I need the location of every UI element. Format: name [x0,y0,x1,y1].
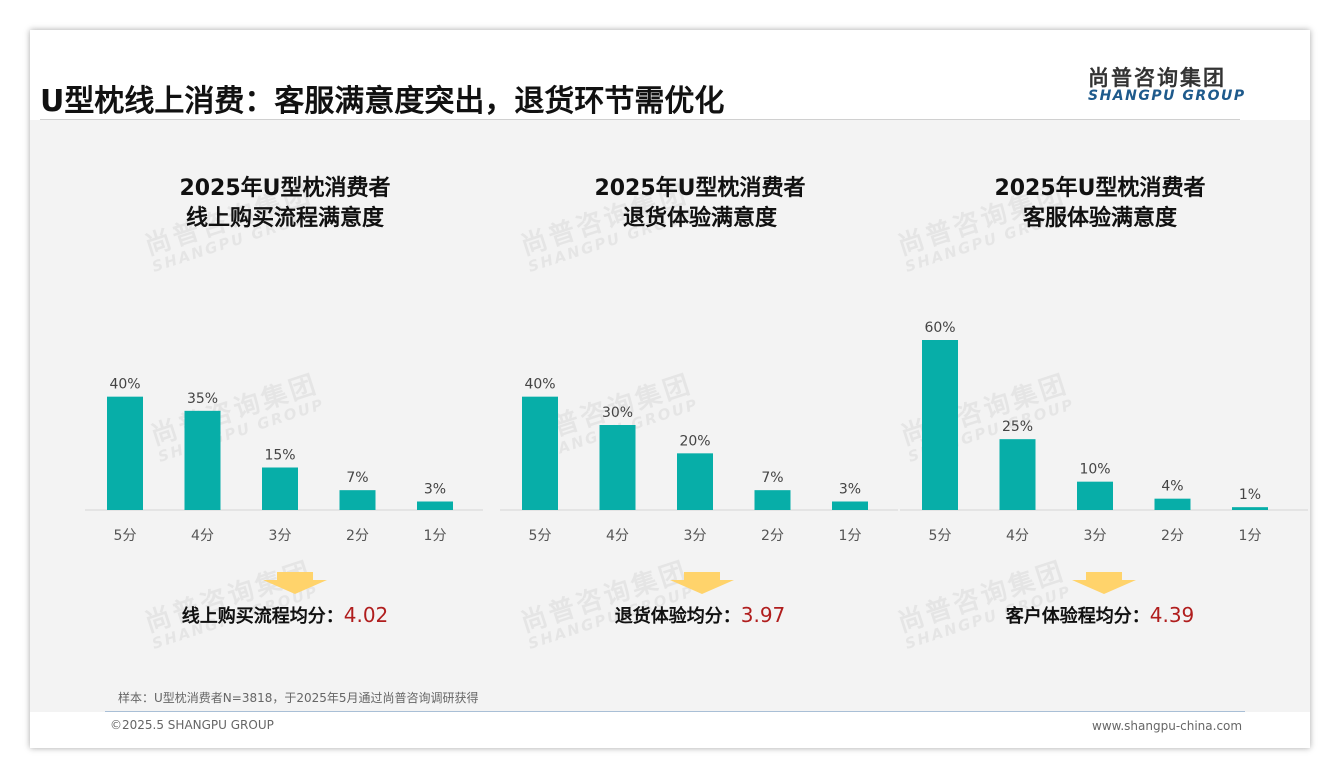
category-label: 3分 [684,528,707,544]
data-label: 25% [1002,419,1033,435]
category-label: 4分 [606,528,629,544]
average-score-value: 4.39 [1149,603,1195,627]
footer-divider [105,711,1245,712]
bar-chart-online-purchase: 40% 5分 35% 4分 15% 3分 7% 2分 3% 1分 [85,377,483,544]
bar-2 [184,410,221,510]
bar-4 [754,490,791,510]
category-label: 1分 [839,528,862,544]
bar-3 [677,453,713,510]
category-label: 2分 [761,528,784,544]
footer [30,712,1310,748]
average-score-label: 线上购买流程均分： [181,606,344,627]
average-score-label: 退货体验均分： [614,606,741,627]
panel-return: 2025年U型枕消费者 退货体验满意度 40% 5分 30% 4分 20% 3分 7% 2分 3… [500,170,900,680]
panel-title: 2025年U型枕消费者 退货体验满意度 [594,176,806,231]
data-label: 20% [679,433,710,449]
data-label: 10% [1079,462,1110,478]
data-label: 7% [761,470,783,486]
page-title: U型枕线上消费：客服满意度突出，退货环节需优化 [40,84,725,119]
data-label: 7% [346,470,368,486]
logo-text-en: SHANGPU GROUP [1088,88,1246,104]
data-label: 3% [839,482,861,498]
bar-2 [599,425,636,510]
data-label: 40% [524,377,555,393]
bar-5 [1232,507,1268,510]
average-score-value: 4.02 [343,603,389,627]
data-label: 3% [424,482,446,498]
panel-online-purchase: 2025年U型枕消费者 线上购买流程满意度 40% 5分 35% 4分 15% 3分 7% 2… [85,170,485,680]
bar-1 [522,396,558,510]
bar-chart-return: 40% 5分 30% 4分 20% 3分 7% 2分 3% 1分 [500,377,898,544]
average-score: 客户体验程均分：4.39 [900,602,1300,628]
category-label: 3分 [1084,528,1107,544]
data-label: 40% [109,377,140,393]
bar-2 [999,439,1036,510]
bar-4 [1154,498,1191,510]
average-score-value: 3.97 [740,603,786,627]
data-label: 35% [187,391,218,407]
sample-note: 样本：U型枕消费者N=3818，于2025年5月通过尚普咨询调研获得 [118,691,479,705]
panel-customer-service: 2025年U型枕消费者 客服体验满意度 60% 5分 25% 4分 10% 3分 4% 2分 1… [900,170,1308,680]
data-label: 15% [264,448,295,464]
category-label: 5分 [529,528,552,544]
bar-3 [1077,481,1113,510]
category-label: 4分 [191,528,214,544]
down-arrow-icon [263,572,327,594]
data-label: 60% [924,320,955,336]
panel-title: 2025年U型枕消费者 客服体验满意度 [994,176,1206,231]
bar-4 [339,490,376,510]
average-score: 线上购买流程均分：4.02 [85,602,485,628]
bar-3 [262,467,298,510]
average-score-label: 客户体验程均分： [1005,606,1150,627]
logo-text-cn: 尚普咨询集团 [1088,66,1226,90]
website: www.shangpu-china.com [1092,719,1243,733]
average-score: 退货体验均分：3.97 [500,602,900,628]
panel-title: 2025年U型枕消费者 线上购买流程满意度 [179,176,391,231]
data-label: 4% [1161,479,1183,495]
header-divider [40,119,1240,120]
data-label: 30% [602,405,633,421]
category-label: 3分 [269,528,292,544]
bar-chart-customer-service: 60% 5分 25% 4分 10% 3分 4% 2分 1% 1分 [900,320,1308,544]
category-label: 4分 [1006,528,1029,544]
copyright: ©2025.5 SHANGPU GROUP [110,718,274,732]
bar-5 [417,501,453,510]
category-label: 1分 [1239,528,1262,544]
category-label: 2分 [1161,528,1184,544]
bar-1 [922,340,958,510]
bar-1 [107,396,143,510]
down-arrow-icon [1072,572,1136,594]
bar-5 [832,501,868,510]
category-label: 5分 [114,528,137,544]
category-label: 5分 [929,528,952,544]
category-label: 1分 [424,528,447,544]
down-arrow-icon [670,572,734,594]
category-label: 2分 [346,528,369,544]
header: U型枕线上消费：客服满意度突出，退货环节需优化 尚普咨询集团 SHANGPU G… [30,30,1310,120]
slide: U型枕线上消费：客服满意度突出，退货环节需优化 尚普咨询集团 SHANGPU G… [30,30,1310,748]
data-label: 1% [1239,487,1261,503]
